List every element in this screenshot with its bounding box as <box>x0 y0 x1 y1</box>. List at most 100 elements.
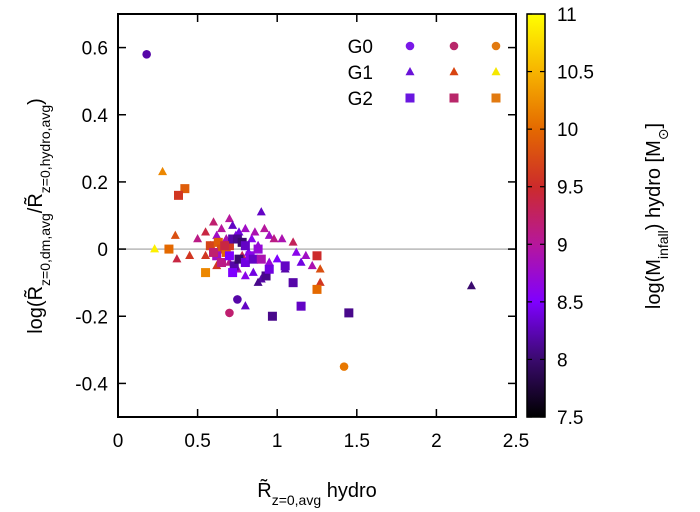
y-tick-label: 0.2 <box>82 173 108 194</box>
data-point-g1-triangle <box>240 301 250 310</box>
data-point-g2-square <box>224 251 234 261</box>
legend-marker-g2-square <box>449 93 459 103</box>
colorbar-tick-label: 9 <box>557 235 568 256</box>
data-point-g2-square <box>213 237 223 247</box>
legend-label-g2: G2 <box>348 89 373 110</box>
data-point-g2-square <box>240 241 250 251</box>
data-point-g0-circle <box>225 308 234 318</box>
y-tick-label: 0.6 <box>82 39 108 60</box>
data-point-g1-triangle <box>172 254 182 263</box>
colorbar-tick-label: 8.5 <box>557 293 583 314</box>
data-point-g2-square <box>280 261 290 271</box>
data-point-g0-circle <box>339 362 349 371</box>
data-point-g2-square <box>264 264 274 274</box>
data-point-g2-square <box>296 301 306 311</box>
colorbar-title: log(Minfall) hydro [M⊙] <box>643 123 671 309</box>
data-point-g1-triangle <box>264 230 274 239</box>
legend-marker-g0-circle <box>449 41 459 51</box>
data-point-g2-square <box>205 241 215 251</box>
data-point-g2-square <box>220 241 230 251</box>
legend-marker-g2-square <box>405 93 415 103</box>
x-axis-ticks: 0 0.5 1 1.5 2 2.5 <box>113 14 529 452</box>
x-tick-label: 1.5 <box>344 431 370 452</box>
legend-label-g1: G1 <box>348 63 373 84</box>
data-point-g2-square <box>224 241 234 251</box>
data-point-g1-triangle <box>209 217 219 226</box>
data-point-g1-triangle <box>224 213 234 223</box>
data-point-g1-triangle <box>259 223 269 233</box>
data-point-g2-square <box>201 268 211 278</box>
data-point-g2-square <box>248 254 258 264</box>
data-point-g1-triangle <box>264 257 274 266</box>
data-point-g2-square <box>228 268 238 278</box>
data-point-g1-triangle <box>240 270 250 280</box>
data-point-g1-triangle <box>307 260 317 270</box>
colorbar-tick-label: 11 <box>557 5 577 26</box>
x-tick-label: 2 <box>431 431 442 452</box>
y-axis-ticks: -0.4 -0.2 0 0.2 0.4 0.6 <box>75 39 516 395</box>
data-point-g2-square <box>312 284 322 294</box>
legend-marker-g1-triangle <box>491 67 501 76</box>
legend-label-g0: G0 <box>348 37 373 58</box>
data-point-g2-square <box>234 254 244 264</box>
data-point-g2-square <box>228 234 238 244</box>
data-point-g2-square <box>344 308 354 318</box>
data-point-g1-triangle <box>466 281 476 290</box>
legend-marker-g0-circle <box>405 41 415 51</box>
data-point-g1-triangle <box>234 227 244 236</box>
plot-frame <box>117 13 517 418</box>
colorbar-tick-label: 10.5 <box>557 63 594 84</box>
data-point-g2-square <box>253 244 263 254</box>
data-point-g2-square <box>229 261 239 271</box>
data-point-g2-square <box>164 244 174 254</box>
colorbar-tick-label: 10 <box>557 120 578 141</box>
data-point-g1-triangle <box>296 257 306 266</box>
y-tick-label: 0.4 <box>82 106 109 127</box>
colorbar-tick-label: 8 <box>557 350 568 371</box>
data-point-g1-triangle <box>247 234 257 243</box>
data-point-g2-square <box>261 271 271 281</box>
colorbar-ticks: 7.5 8 8.5 9 9.5 10 10.5 11 <box>527 5 594 429</box>
data-point-g1-triangle <box>201 250 211 260</box>
data-point-g1-triangle <box>185 250 195 260</box>
y-tick-label: -0.4 <box>75 374 108 395</box>
y-axis-title: log(R̃z=0,dm,avg/R̃z=0,hydro,avg) <box>24 98 53 334</box>
x-tick-label: 2.5 <box>503 431 529 452</box>
data-point-g1-triangle <box>253 277 263 286</box>
data-point-g1-triangle <box>256 207 266 216</box>
y-tick-label: 0 <box>97 240 108 261</box>
y-tick-label: -0.2 <box>75 307 108 328</box>
data-point-g1-triangle <box>228 220 238 229</box>
data-point-g2-square <box>173 190 183 200</box>
x-tick-label: 0.5 <box>184 431 210 452</box>
data-point-g2-square <box>232 234 242 244</box>
x-tick-label: 0 <box>113 431 124 452</box>
data-point-g0-circle <box>142 50 151 59</box>
x-axis-title: R̃z=0,avg hydro <box>257 479 376 508</box>
legend-marker-g2-square <box>491 93 501 103</box>
data-point-g1-triangle <box>250 227 260 236</box>
data-point-g1-triangle <box>170 230 180 239</box>
data-point-g1-triangle <box>269 234 279 243</box>
data-point-g1-triangle <box>193 234 203 243</box>
data-point-g2-square <box>209 247 219 257</box>
data-point-g1-triangle <box>301 250 311 260</box>
data-point-g2-square <box>256 254 266 264</box>
colorbar <box>526 13 546 418</box>
data-point-g1-triangle <box>150 244 160 253</box>
data-point-g1-triangle <box>277 234 287 243</box>
data-point-g0-circle <box>233 295 242 304</box>
data-point-g2-square <box>267 311 277 321</box>
data-point-g1-triangle <box>158 166 168 176</box>
data-points-layer <box>142 50 476 371</box>
legend-marker-g1-triangle <box>405 67 415 76</box>
data-point-g1-triangle <box>240 223 250 233</box>
data-point-g1-triangle <box>248 267 258 276</box>
data-point-g1-triangle <box>212 260 222 270</box>
colorbar-tick-label: 9.5 <box>557 178 583 199</box>
x-tick-label: 1 <box>272 431 283 452</box>
data-point-g2-square <box>312 251 322 261</box>
data-point-g2-square <box>216 258 226 268</box>
data-point-g1-triangle <box>201 227 211 236</box>
